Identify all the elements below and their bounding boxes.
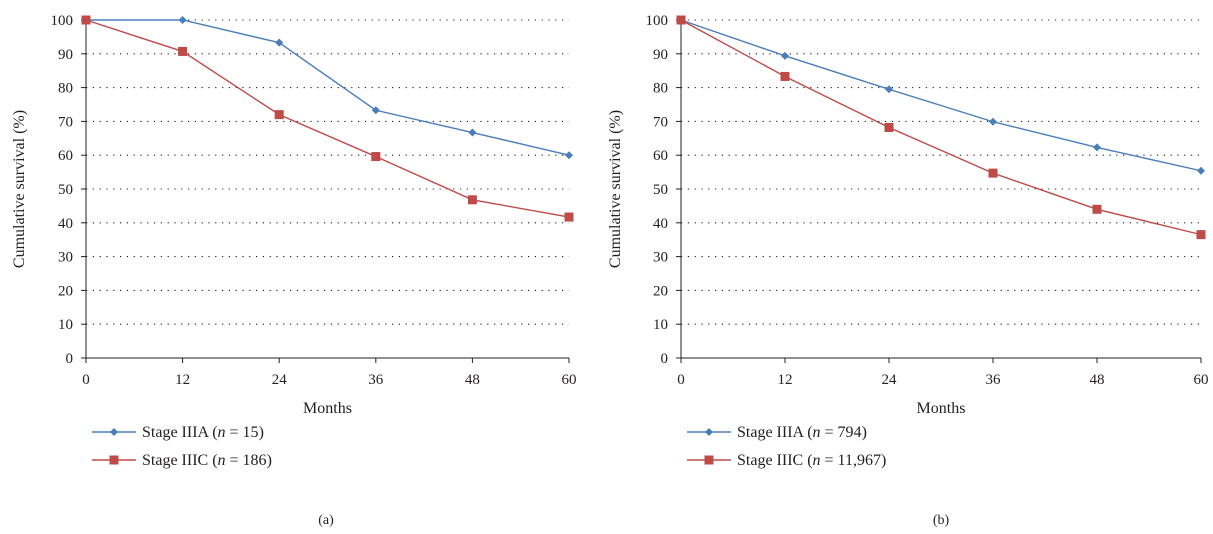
y-tick-label: 30 <box>58 250 73 266</box>
x-tick-label: 60 <box>562 372 577 388</box>
x-tick-label: 24 <box>272 372 288 388</box>
data-point <box>989 117 997 126</box>
data-point <box>467 195 477 205</box>
y-tick-label: 30 <box>653 250 668 266</box>
y-axis-label: Cumulative survival (%) <box>11 110 28 268</box>
y-axis-label: Cumulative survival (%) <box>607 110 624 268</box>
data-point <box>81 15 91 25</box>
y-tick-label: 90 <box>653 47 668 63</box>
data-point <box>371 152 381 162</box>
data-point <box>274 110 284 120</box>
x-tick-label: 0 <box>82 372 90 388</box>
legend-marker <box>704 455 714 465</box>
y-tick-label: 80 <box>653 81 668 97</box>
data-point <box>780 71 790 81</box>
panel-label: (a) <box>318 513 334 528</box>
data-point <box>275 38 284 47</box>
panel-label: (b) <box>933 513 950 528</box>
data-point <box>178 16 187 24</box>
data-point <box>781 51 789 60</box>
x-tick-label: 60 <box>1194 372 1209 388</box>
chart-panel-b: 0 10 20 30 40 50 60 70 80 90 100 0 12 24 36 48 60 Months C… <box>607 13 1209 528</box>
y-tick-label: 0 <box>661 351 669 367</box>
y-tick-label: 20 <box>58 283 73 299</box>
data-point <box>1093 143 1101 152</box>
series-line-stage-iiic <box>85 19 570 218</box>
data-point <box>565 151 573 160</box>
x-tick-label: 12 <box>778 372 793 388</box>
y-tick-label: 60 <box>58 148 73 164</box>
x-axis-label: Months <box>917 400 966 417</box>
data-point <box>371 106 380 115</box>
data-point <box>178 46 188 56</box>
legend-label: Stage IIIC (n = 11,967) <box>737 452 886 469</box>
y-tick-label: 40 <box>653 216 668 232</box>
legend-entry: Stage IIIC (n = 11,967) <box>687 452 886 469</box>
y-tick-label: 100 <box>646 13 669 29</box>
x-tick-label: 48 <box>1090 372 1105 388</box>
data-point <box>1196 230 1206 240</box>
data-point <box>468 128 477 137</box>
x-tick-label: 36 <box>986 372 1002 388</box>
y-tick-label: 20 <box>653 283 668 299</box>
y-tick-label: 70 <box>653 114 668 130</box>
chart-panel-a: 0 10 20 30 40 50 60 70 80 90 100 0 12 24 36 48 60 Months C… <box>11 13 577 528</box>
y-tick-label: 90 <box>58 47 73 63</box>
x-axis-label: Months <box>303 400 352 417</box>
data-point <box>988 168 998 178</box>
y-tick-label: 50 <box>58 182 73 198</box>
legend-entry: Stage IIIA (n = 15) <box>92 424 264 441</box>
x-tick-label: 48 <box>465 372 480 388</box>
legend-label: Stage IIIC (n = 186) <box>142 452 272 469</box>
series-line-stage-iiia <box>680 19 1202 172</box>
x-tick-label: 24 <box>882 372 898 388</box>
data-point <box>1197 166 1205 175</box>
legend-label: Stage IIIA (n = 794) <box>737 424 867 441</box>
y-tick-label: 0 <box>66 351 74 367</box>
data-point <box>1092 204 1102 214</box>
y-tick-label: 10 <box>653 317 668 333</box>
x-tick-label: 36 <box>368 372 384 388</box>
legend-entry: Stage IIIC (n = 186) <box>92 452 272 469</box>
x-tick-label: 0 <box>677 372 685 388</box>
y-tick-label: 80 <box>58 81 73 97</box>
data-point <box>885 85 893 94</box>
series-line-stage-iiic <box>680 19 1202 236</box>
y-tick-label: 40 <box>58 216 73 232</box>
y-tick-label: 10 <box>58 317 73 333</box>
legend-marker <box>109 455 119 465</box>
data-point <box>676 15 686 25</box>
y-tick-label: 50 <box>653 182 668 198</box>
series-line-stage-iiia <box>86 19 570 156</box>
x-tick-label: 12 <box>175 372 190 388</box>
y-tick-label: 70 <box>58 114 73 130</box>
data-point <box>884 122 894 132</box>
y-tick-label: 60 <box>653 148 668 164</box>
legend-label: Stage IIIA (n = 15) <box>142 424 264 441</box>
y-tick-label: 100 <box>51 13 74 29</box>
legend-marker <box>110 428 118 436</box>
data-point <box>564 212 574 222</box>
legend-marker <box>705 428 713 436</box>
legend-entry: Stage IIIA (n = 794) <box>687 424 867 441</box>
